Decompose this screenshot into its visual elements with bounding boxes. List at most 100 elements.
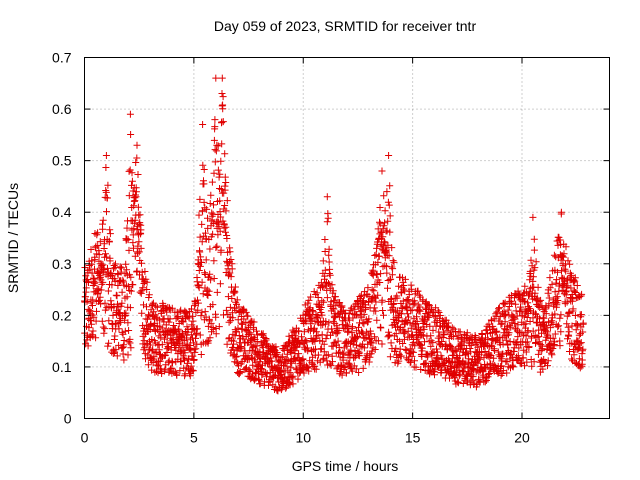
data-point <box>98 317 106 325</box>
data-point <box>128 177 136 185</box>
data-point <box>215 323 223 331</box>
data-point <box>218 140 226 148</box>
data-point <box>213 242 221 250</box>
data-point <box>418 344 426 352</box>
data-point <box>213 141 221 149</box>
data-point <box>224 262 232 270</box>
data-point <box>96 238 104 246</box>
data-point <box>104 264 111 272</box>
data-point <box>542 333 550 341</box>
data-point <box>566 260 574 268</box>
data-point <box>97 300 105 308</box>
data-point <box>195 267 203 274</box>
data-point <box>215 173 223 181</box>
data-point <box>99 216 107 224</box>
data-point <box>341 310 349 318</box>
data-point <box>479 371 487 379</box>
data-point <box>85 279 92 286</box>
data-point <box>94 229 102 237</box>
data-point <box>520 313 528 321</box>
data-point <box>491 362 499 369</box>
data-point <box>532 258 540 266</box>
data-point <box>113 352 121 360</box>
data-point <box>204 292 212 299</box>
data-point <box>369 271 377 279</box>
data-point <box>538 329 545 337</box>
data-point <box>273 350 280 358</box>
data-point <box>565 308 573 316</box>
data-point <box>407 285 415 293</box>
data-point <box>577 339 585 347</box>
data-point <box>257 355 265 363</box>
data-point <box>331 338 339 346</box>
data-point <box>551 310 559 318</box>
data-point <box>371 346 379 353</box>
data-point <box>198 259 205 266</box>
data-point <box>145 291 153 299</box>
data-point <box>510 313 518 321</box>
data-point <box>174 325 182 333</box>
data-point <box>97 286 105 294</box>
data-point <box>102 188 110 196</box>
data-point <box>203 286 211 294</box>
data-point <box>573 336 581 344</box>
data-point <box>202 256 210 264</box>
data-point <box>283 362 291 370</box>
data-point <box>524 299 532 307</box>
data-point <box>321 248 329 255</box>
data-point <box>509 363 517 371</box>
data-point <box>216 227 224 235</box>
data-point <box>272 343 280 351</box>
data-point <box>299 366 307 374</box>
data-point <box>237 343 245 351</box>
data-point <box>223 235 231 242</box>
data-point <box>84 276 92 283</box>
data-point <box>118 299 126 307</box>
data-point <box>149 359 157 367</box>
data-point <box>210 169 218 177</box>
y-tick-label: 0.2 <box>52 307 72 323</box>
data-point <box>100 329 108 337</box>
data-point <box>396 309 404 317</box>
data-point <box>227 256 235 263</box>
data-point <box>384 217 392 225</box>
data-point <box>123 266 131 274</box>
data-point <box>288 359 296 367</box>
data-point <box>359 319 367 327</box>
data-point <box>449 352 457 359</box>
data-points <box>81 74 587 395</box>
data-point <box>345 360 353 368</box>
data-point <box>124 236 132 244</box>
data-point <box>247 317 255 325</box>
data-point <box>207 191 215 199</box>
data-point <box>194 296 201 304</box>
data-point <box>222 179 230 186</box>
data-point <box>197 351 205 358</box>
data-point <box>209 301 217 309</box>
data-point <box>343 342 351 350</box>
data-point <box>383 262 391 270</box>
data-point <box>388 244 396 252</box>
data-point <box>233 359 241 367</box>
data-point <box>514 321 522 329</box>
data-point <box>329 342 337 350</box>
data-point <box>345 327 353 335</box>
data-point <box>494 348 502 356</box>
data-point <box>211 123 219 131</box>
data-point <box>313 313 321 321</box>
data-point <box>392 330 400 338</box>
data-point <box>550 251 558 259</box>
data-point <box>425 302 433 310</box>
data-point <box>123 224 131 232</box>
data-point <box>219 118 227 126</box>
data-point <box>237 319 245 327</box>
data-point <box>568 322 576 330</box>
data-point <box>469 373 477 381</box>
data-point <box>196 331 204 339</box>
data-point <box>459 380 467 387</box>
data-point <box>430 312 438 319</box>
data-point <box>544 362 551 370</box>
data-point <box>215 223 223 231</box>
data-point <box>395 282 403 290</box>
